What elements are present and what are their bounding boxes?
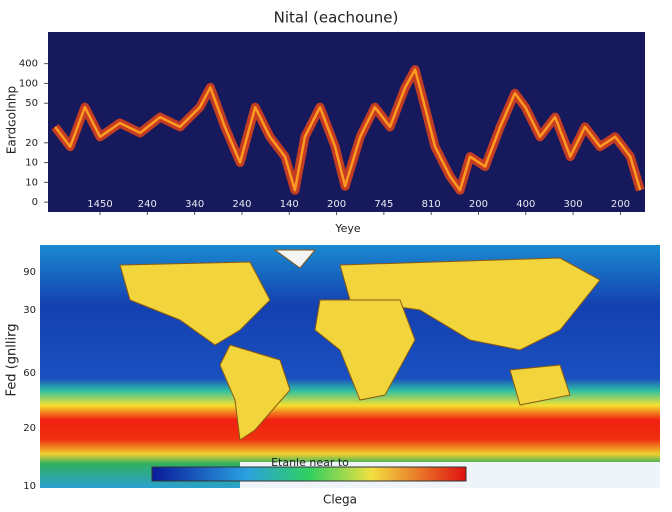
y-tick-label: 0 (32, 197, 38, 208)
x-tick-label: 810 (422, 199, 441, 210)
x-tick-label: 200 (327, 199, 346, 210)
y-tick-label: 20 (23, 423, 36, 434)
colorbar-label: Etanle near to (271, 456, 349, 469)
series-line (54, 68, 642, 192)
x-axis-label: Yeye (334, 222, 361, 235)
x-tick-label: 1450 (87, 199, 112, 210)
y-tick-label: 60 (23, 368, 36, 379)
continent (509, 364, 571, 406)
x-tick-label: 300 (564, 199, 583, 210)
y-tick-label: 50 (25, 98, 38, 109)
y-tick-label: 10 (23, 481, 36, 492)
y-tick-label: 100 (19, 78, 38, 89)
x-tick-label: 200 (611, 199, 630, 210)
x-tick-label: 240 (138, 199, 157, 210)
x-tick-label: 745 (374, 199, 393, 210)
y-tick-label: 90 (23, 267, 36, 278)
x-tick-label: 340 (185, 199, 204, 210)
colorbar (151, 466, 467, 482)
y-axis-label: Fed (gnllirg (5, 324, 20, 397)
y-tick-label: 30 (23, 305, 36, 316)
x-tick-label: 240 (232, 199, 251, 210)
continent (273, 249, 317, 269)
continent (219, 344, 291, 441)
y-tick-label: 20 (25, 138, 38, 149)
x-tick-label: 140 (280, 199, 299, 210)
continents (119, 249, 601, 441)
map: Etanle near to (40, 245, 660, 488)
chart-title: Nital (eachoune) (274, 9, 399, 27)
y-tick-label: 10 (25, 158, 38, 169)
continent (119, 261, 271, 346)
x-axis-label: Clega (323, 493, 357, 507)
y-tick-label: 400 (19, 59, 38, 70)
x-tick-label: 200 (469, 199, 488, 210)
y-tick-label: 10 (25, 177, 38, 188)
y-axis-label: Eardɢolnhp (5, 86, 19, 154)
x-tick-label: 400 (516, 199, 535, 210)
continent (314, 299, 416, 401)
